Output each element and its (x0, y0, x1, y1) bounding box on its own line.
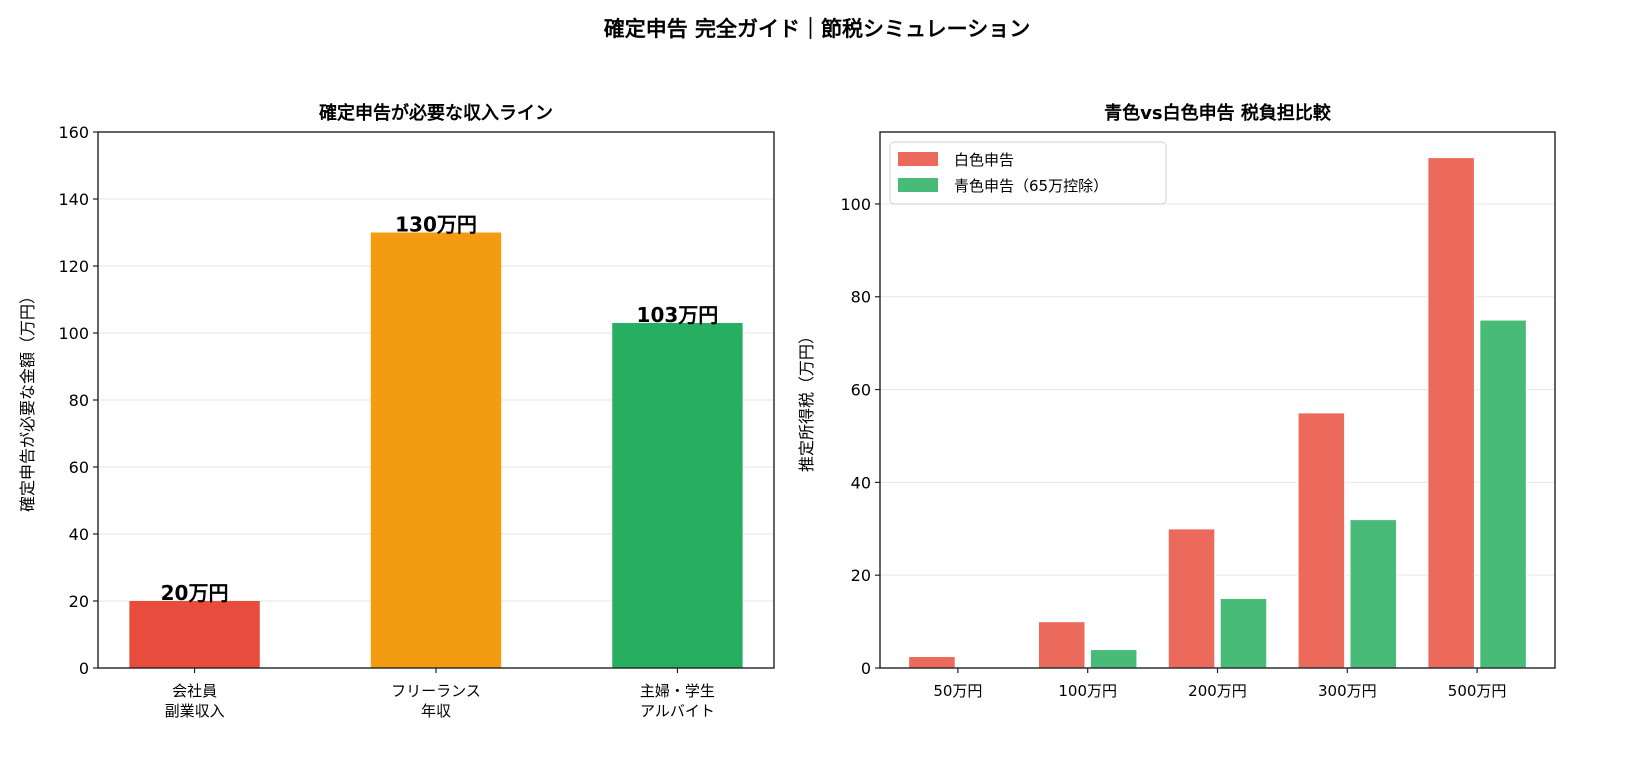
bar-white (1167, 528, 1216, 669)
chart-title: 青色vs白色申告 税負担比較 (1104, 102, 1332, 124)
legend-box (889, 141, 1167, 205)
legend-label: 白色申告 (954, 151, 1014, 169)
x-tick-label: 50万円 (933, 682, 982, 700)
x-tick-label: 副業収入 (165, 702, 225, 720)
x-tick-label: 主婦・学生 (640, 682, 715, 700)
bar (370, 232, 502, 668)
x-tick-label: フリーランス (391, 682, 481, 700)
bar-white (1297, 412, 1346, 669)
y-axis-label: 確定申告が必要な金額（万円） (18, 288, 37, 512)
y-tick-label: 60 (851, 381, 871, 400)
y-tick-label: 140 (58, 190, 89, 209)
y-tick-label: 20 (851, 566, 871, 585)
y-tick-label: 100 (58, 324, 89, 343)
y-tick-label: 20 (69, 592, 89, 611)
y-tick-label: 40 (851, 473, 871, 492)
y-tick-label: 60 (69, 458, 89, 477)
figure-title: 確定申告 完全ガイド｜節税シミュレーション (604, 17, 1030, 41)
y-tick-label: 80 (69, 391, 89, 410)
bar-white (1427, 156, 1476, 669)
chart-title: 確定申告が必要な収入ライン (319, 102, 553, 124)
y-tick-label: 80 (851, 288, 871, 307)
y-tick-label: 100 (840, 195, 871, 214)
data-label: 130万円 (395, 213, 477, 237)
bar-blue (1219, 597, 1268, 669)
bar (129, 601, 260, 668)
x-tick-label: アルバイト (640, 702, 715, 720)
y-tick-label: 160 (58, 123, 89, 142)
legend-label: 青色申告（65万控除） (954, 177, 1108, 195)
axes-frame (97, 131, 775, 669)
x-tick-label: 300万円 (1318, 682, 1377, 700)
bar-blue (1479, 319, 1528, 669)
data-label: 103万円 (637, 303, 719, 327)
y-tick-label: 0 (79, 659, 89, 678)
bar-blue (1089, 648, 1138, 669)
y-tick-label: 40 (69, 525, 89, 544)
x-tick-label: 200万円 (1188, 682, 1247, 700)
x-tick-label: 100万円 (1058, 682, 1117, 700)
bar-blue (1349, 518, 1398, 669)
bar-white (907, 655, 956, 669)
x-tick-label: 年収 (421, 702, 451, 720)
bar (612, 322, 743, 668)
x-tick-label: 会社員 (172, 682, 217, 700)
legend-swatch (898, 152, 938, 166)
axes-frame (879, 131, 1556, 669)
data-label: 20万円 (161, 581, 229, 605)
y-axis-label: 推定所得税（万円） (797, 328, 816, 472)
bar-white (1037, 620, 1086, 669)
y-tick-label: 120 (58, 257, 89, 276)
legend-swatch (898, 178, 938, 192)
x-tick-label: 500万円 (1448, 682, 1507, 700)
y-tick-label: 0 (861, 659, 871, 678)
